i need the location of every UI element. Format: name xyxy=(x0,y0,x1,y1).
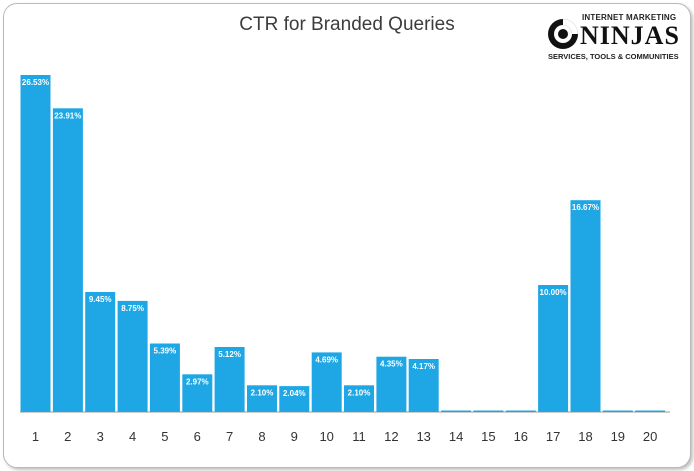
data-label-20: 0.00% xyxy=(639,399,662,408)
bar-12 xyxy=(376,356,407,412)
bar-13 xyxy=(408,359,439,412)
bar-8 xyxy=(247,385,277,412)
x-tick-label-19: 19 xyxy=(611,429,625,444)
bar-4 xyxy=(117,300,148,412)
data-label-1: 26.53% xyxy=(22,78,49,87)
x-tick-label-16: 16 xyxy=(514,429,528,444)
x-tick-label-14: 14 xyxy=(449,429,463,444)
bars-group xyxy=(20,75,666,413)
data-label-5: 5.39% xyxy=(154,347,177,356)
logo-line-3: SERVICES, TOOLS & COMMUNITIES xyxy=(548,52,679,61)
bar-6 xyxy=(182,374,213,412)
bar-20 xyxy=(635,410,666,412)
x-tick-label-6: 6 xyxy=(194,429,201,444)
logo-line-1: INTERNET MARKETING xyxy=(582,13,677,22)
ninja-swirl-icon xyxy=(548,19,578,49)
data-label-8: 2.10% xyxy=(251,388,274,397)
x-tick-label-12: 12 xyxy=(384,429,398,444)
x-tick-label-10: 10 xyxy=(319,429,333,444)
bar-1 xyxy=(20,75,51,412)
data-label-15: 0.00% xyxy=(477,399,500,408)
bar-17 xyxy=(538,285,569,412)
bar-14 xyxy=(441,410,472,412)
bar-11 xyxy=(344,385,374,412)
bar-19 xyxy=(602,410,633,412)
brand-logo: INTERNET MARKETING NINJAS SERVICES, TOOL… xyxy=(546,13,686,63)
bar-16 xyxy=(505,410,536,412)
data-label-19: 0.00% xyxy=(606,399,629,408)
data-label-4: 8.75% xyxy=(121,304,144,313)
bar-18 xyxy=(570,200,601,412)
x-ticks-group: 1 2 3 4 5 6 7 8 9 10 11 12 13 14 15 16 17 18 19 20 xyxy=(32,429,657,444)
data-label-16: 0.00% xyxy=(509,399,532,408)
logo-line-2: NINJAS xyxy=(580,21,680,50)
data-label-7: 5.12% xyxy=(218,350,241,359)
bar-5 xyxy=(149,343,180,412)
x-tick-label-2: 2 xyxy=(64,429,71,444)
x-tick-label-13: 13 xyxy=(416,429,430,444)
bar-15 xyxy=(473,410,504,412)
x-tick-label-7: 7 xyxy=(226,429,233,444)
x-tick-label-4: 4 xyxy=(129,429,136,444)
bar-3 xyxy=(85,292,116,412)
bar-10 xyxy=(311,352,342,412)
bar-7 xyxy=(214,347,245,412)
data-label-3: 9.45% xyxy=(89,295,112,304)
x-tick-label-9: 9 xyxy=(291,429,298,444)
data-label-14: 0.00% xyxy=(445,399,468,408)
x-tick-label-20: 20 xyxy=(643,429,657,444)
data-label-11: 2.10% xyxy=(348,388,371,397)
data-label-6: 2.97% xyxy=(186,377,209,386)
x-tick-label-5: 5 xyxy=(161,429,168,444)
bar-2 xyxy=(52,108,83,413)
x-tick-label-1: 1 xyxy=(32,429,39,444)
data-label-12: 4.35% xyxy=(380,360,403,369)
x-tick-label-11: 11 xyxy=(352,429,366,444)
data-label-18: 16.67% xyxy=(572,203,599,212)
data-label-10: 4.69% xyxy=(315,355,338,364)
bar-9 xyxy=(279,386,310,412)
data-label-2: 23.91% xyxy=(54,111,81,120)
x-tick-label-3: 3 xyxy=(97,429,104,444)
x-tick-label-18: 18 xyxy=(578,429,592,444)
x-tick-label-17: 17 xyxy=(546,429,560,444)
data-label-17: 10.00% xyxy=(540,288,567,297)
data-label-9: 2.04% xyxy=(283,389,306,398)
x-tick-label-15: 15 xyxy=(481,429,495,444)
x-tick-label-8: 8 xyxy=(258,429,265,444)
data-labels-group: 26.53% 23.91% 9.45% 8.75% 5.39% 2.97% 5.12% 2.1… xyxy=(22,78,662,408)
chart-title: CTR for Branded Queries xyxy=(239,14,455,35)
data-label-13: 4.17% xyxy=(412,362,435,371)
